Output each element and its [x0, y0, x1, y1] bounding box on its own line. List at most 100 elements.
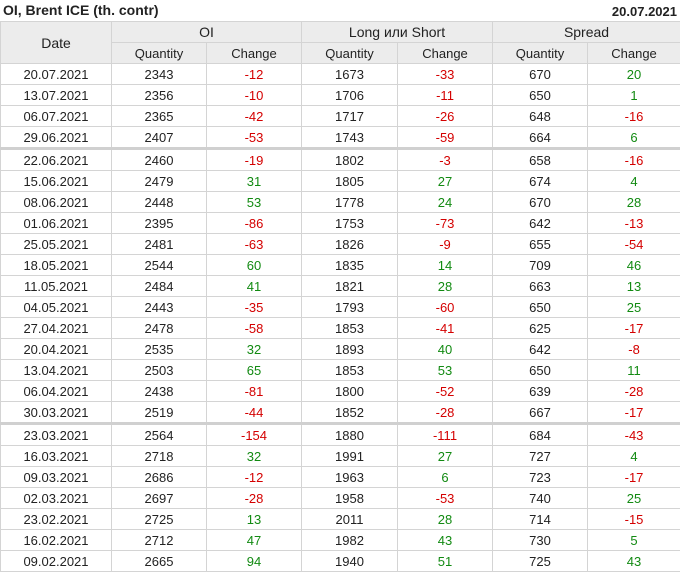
- ls-change-cell: -52: [398, 381, 493, 402]
- spread-quantity-cell: 664: [493, 127, 588, 149]
- ls-change-cell: -28: [398, 402, 493, 424]
- ls-quantity-cell: 2011: [302, 509, 398, 530]
- oi-change-cell: -35: [207, 297, 302, 318]
- date-cell: 23.03.2021: [1, 424, 112, 446]
- oi-change-cell: 94: [207, 551, 302, 572]
- ls-quantity-cell: 1778: [302, 192, 398, 213]
- header-date: Date: [1, 22, 112, 64]
- oi-change-cell: 60: [207, 255, 302, 276]
- spread-quantity-cell: 674: [493, 171, 588, 192]
- report-date: 20.07.2021: [612, 4, 677, 19]
- spread-change-cell: -13: [588, 213, 680, 234]
- oi-change-cell: 32: [207, 339, 302, 360]
- spread-quantity-cell: 667: [493, 402, 588, 424]
- spread-change-cell: 13: [588, 276, 680, 297]
- oi-quantity-cell: 2343: [112, 64, 207, 85]
- date-cell: 18.05.2021: [1, 255, 112, 276]
- oi-change-cell: 47: [207, 530, 302, 551]
- spread-change-cell: 5: [588, 530, 680, 551]
- spread-quantity-cell: 650: [493, 85, 588, 106]
- date-cell: 25.05.2021: [1, 234, 112, 255]
- spread-change-cell: -8: [588, 339, 680, 360]
- oi-quantity-cell: 2443: [112, 297, 207, 318]
- oi-quantity-cell: 2535: [112, 339, 207, 360]
- spread-change-cell: 25: [588, 297, 680, 318]
- spread-quantity-cell: 655: [493, 234, 588, 255]
- ls-change-cell: 24: [398, 192, 493, 213]
- ls-quantity-cell: 1717: [302, 106, 398, 127]
- spread-quantity-cell: 642: [493, 339, 588, 360]
- spread-quantity-cell: 684: [493, 424, 588, 446]
- spread-quantity-cell: 663: [493, 276, 588, 297]
- spread-change-cell: -16: [588, 106, 680, 127]
- oi-change-cell: -19: [207, 149, 302, 171]
- date-cell: 20.07.2021: [1, 64, 112, 85]
- ls-change-cell: 28: [398, 276, 493, 297]
- spread-quantity-cell: 727: [493, 446, 588, 467]
- spread-change-cell: 6: [588, 127, 680, 149]
- ls-quantity-cell: 1940: [302, 551, 398, 572]
- spread-change-cell: 11: [588, 360, 680, 381]
- spread-change-cell: 4: [588, 171, 680, 192]
- date-cell: 16.02.2021: [1, 530, 112, 551]
- ls-quantity-cell: 1706: [302, 85, 398, 106]
- oi-quantity-cell: 2503: [112, 360, 207, 381]
- ls-change-cell: 43: [398, 530, 493, 551]
- oi-quantity-cell: 2460: [112, 149, 207, 171]
- header-spread: Spread: [493, 22, 680, 43]
- header-long-short: Long или Short: [302, 22, 493, 43]
- spread-change-cell: 4: [588, 446, 680, 467]
- spread-change-cell: 20: [588, 64, 680, 85]
- spread-quantity-cell: 714: [493, 509, 588, 530]
- oi-quantity-cell: 2448: [112, 192, 207, 213]
- oi-quantity-cell: 2481: [112, 234, 207, 255]
- ls-quantity-cell: 1835: [302, 255, 398, 276]
- date-cell: 27.04.2021: [1, 318, 112, 339]
- date-cell: 20.04.2021: [1, 339, 112, 360]
- header-spread-change: Change: [588, 43, 680, 64]
- ls-change-cell: -60: [398, 297, 493, 318]
- date-cell: 06.07.2021: [1, 106, 112, 127]
- spread-quantity-cell: 639: [493, 381, 588, 402]
- header-oi: OI: [112, 22, 302, 43]
- spread-quantity-cell: 648: [493, 106, 588, 127]
- oi-quantity-cell: 2564: [112, 424, 207, 446]
- date-cell: 15.06.2021: [1, 171, 112, 192]
- ls-change-cell: -9: [398, 234, 493, 255]
- spread-quantity-cell: 740: [493, 488, 588, 509]
- spread-quantity-cell: 650: [493, 297, 588, 318]
- spread-change-cell: 43: [588, 551, 680, 572]
- ls-change-cell: -53: [398, 488, 493, 509]
- ls-change-cell: -59: [398, 127, 493, 149]
- oi-change-cell: -154: [207, 424, 302, 446]
- spread-change-cell: -54: [588, 234, 680, 255]
- header-spread-quantity: Quantity: [493, 43, 588, 64]
- date-cell: 01.06.2021: [1, 213, 112, 234]
- spread-quantity-cell: 642: [493, 213, 588, 234]
- ls-quantity-cell: 1826: [302, 234, 398, 255]
- ls-quantity-cell: 1982: [302, 530, 398, 551]
- ls-quantity-cell: 1805: [302, 171, 398, 192]
- date-cell: 16.03.2021: [1, 446, 112, 467]
- spread-change-cell: -15: [588, 509, 680, 530]
- oi-quantity-cell: 2407: [112, 127, 207, 149]
- spread-change-cell: -16: [588, 149, 680, 171]
- date-cell: 13.04.2021: [1, 360, 112, 381]
- spread-quantity-cell: 658: [493, 149, 588, 171]
- ls-quantity-cell: 1853: [302, 360, 398, 381]
- date-cell: 23.02.2021: [1, 509, 112, 530]
- spread-quantity-cell: 670: [493, 64, 588, 85]
- ls-change-cell: 51: [398, 551, 493, 572]
